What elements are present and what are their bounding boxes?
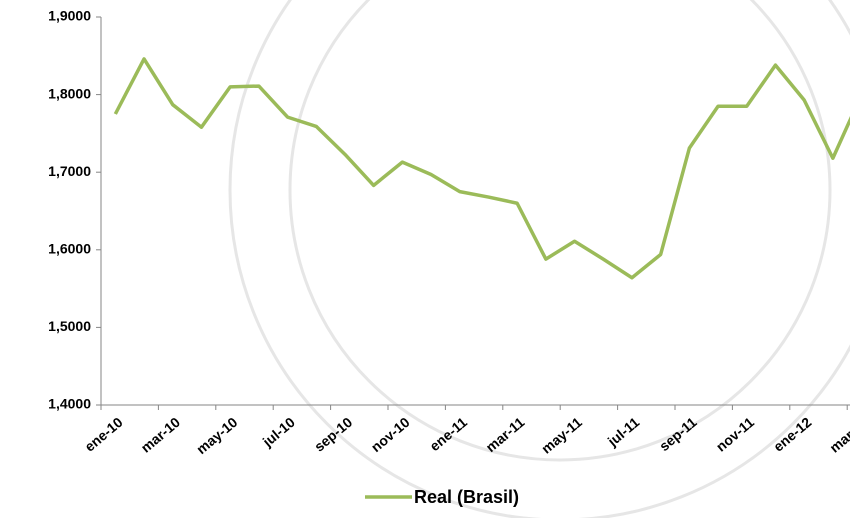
x-tick-label: ene-12 [770,414,814,455]
x-tick-label: jul-11 [604,414,643,450]
x-tick-label: sep-10 [311,414,355,455]
x-tick-label: sep-11 [656,414,700,454]
x-tick-label: ene-10 [81,414,125,455]
y-tick-label: 1,7000 [48,163,91,179]
y-tick-label: 1,5000 [48,318,91,334]
x-tick-label: may-10 [193,414,240,457]
watermark [228,0,850,518]
x-tick-label: ene-11 [426,414,470,454]
legend-label: Real (Brasil) [414,487,519,507]
line-series [113,57,850,280]
x-tick-label: mar-12 [826,414,850,456]
x-tick-label: mar-11 [483,414,528,455]
y-tick-label: 1,6000 [48,241,91,257]
x-tick-label: nov-10 [368,414,413,455]
y-tick-label: 1,8000 [48,85,91,101]
x-tick-label: may-11 [538,414,585,457]
x-tick-label: nov-11 [713,414,757,455]
x-tick-label: mar-10 [138,414,184,456]
y-tick-label: 1,4000 [48,396,91,412]
x-tick-label: jul-10 [259,414,298,451]
y-tick-label: 1,9000 [48,8,91,24]
